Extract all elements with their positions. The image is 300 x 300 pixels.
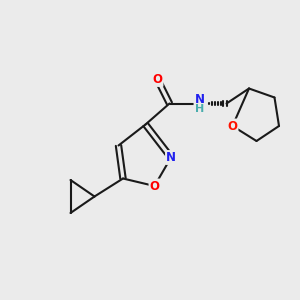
- Text: O: O: [227, 119, 238, 133]
- Text: N: N: [194, 93, 205, 106]
- Text: O: O: [149, 179, 160, 193]
- Text: H: H: [195, 104, 204, 115]
- Text: O: O: [152, 73, 163, 86]
- Text: N: N: [166, 151, 176, 164]
